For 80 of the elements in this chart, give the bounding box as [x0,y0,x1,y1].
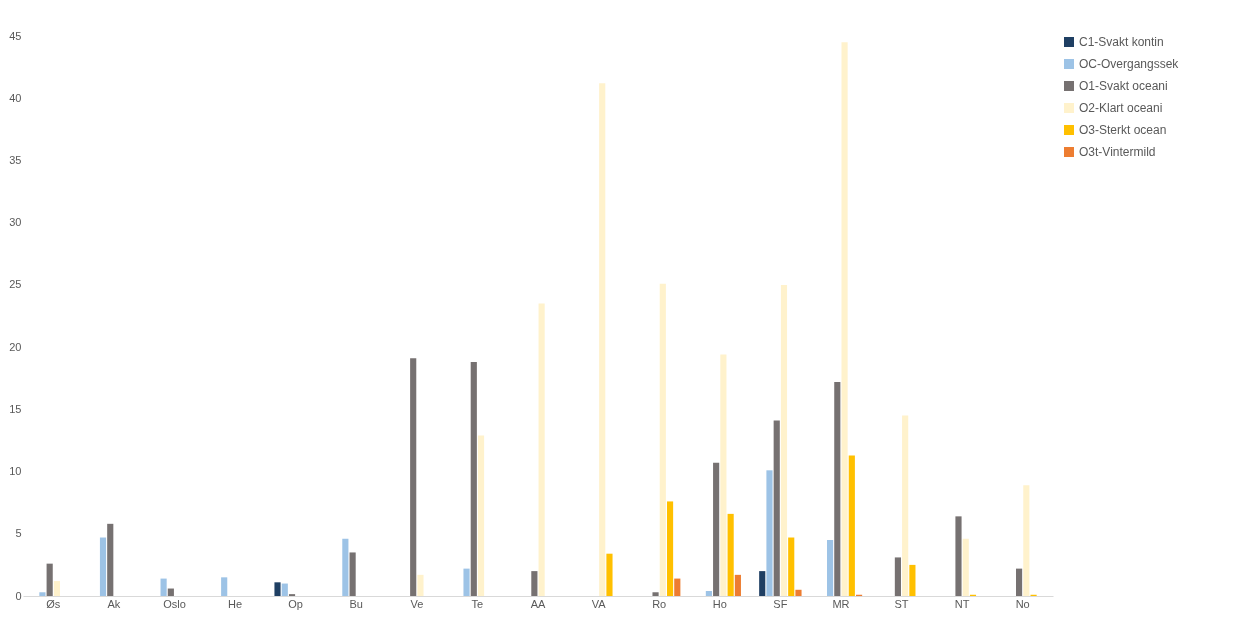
bar [342,538,349,596]
bar [666,501,674,596]
legend-label: O3-Sterkt ocean [1079,123,1167,137]
legend-label: O1-Svakt oceani [1079,79,1168,93]
x-tick-label: ST [894,597,909,610]
bar [410,358,417,596]
bar [848,455,855,596]
x-tick-label: Op [288,597,303,610]
bar [773,420,780,596]
bar [417,574,424,596]
bar [39,592,46,596]
x-tick-label: Ve [410,597,424,610]
y-tick-label: 25 [9,278,22,291]
x-tick-label: SF [773,597,788,610]
bar [99,537,107,596]
bar [795,589,802,596]
x-tick-label: Øs [46,597,61,610]
bar [221,577,228,596]
x-tick-label: He [228,597,243,610]
bar [826,540,834,596]
bar [281,583,288,596]
y-tick-label: 45 [9,29,22,42]
bar [705,591,712,596]
bar [713,462,720,596]
y-tick-label: 15 [9,402,22,415]
bar [531,571,538,596]
bar [274,582,281,596]
bar [167,588,174,596]
bar [674,578,681,596]
x-tick-label: Ro [652,597,667,610]
bar [894,557,901,596]
x-tick-label: Ho [712,597,727,610]
x-tick-label: NT [954,597,970,610]
legend-label: O2-Klart oceani [1079,101,1163,115]
x-tick-label: AA [530,597,546,610]
bar [780,284,788,596]
y-tick-label: 20 [9,340,22,353]
x-tick-label: Ak [107,597,121,610]
bar [720,354,727,596]
bar [734,574,741,596]
x-tick-label: Oslo [163,597,186,610]
y-tick-label: 5 [15,527,22,540]
bar [1023,485,1030,596]
y-tick-label: 10 [9,465,22,478]
x-tick-label: Bu [349,597,363,610]
y-tick-label: 30 [9,216,22,229]
bar [652,592,659,596]
bar [470,362,477,596]
legend-label: OC-Overgangssek [1079,57,1180,71]
legend-label: O3t-Vintermild [1079,145,1156,159]
bar [909,564,916,596]
bar [659,283,666,596]
bar [599,83,606,596]
bar [962,538,969,596]
bar [841,42,848,596]
bar [1016,568,1023,596]
bar [46,563,53,596]
x-tick-label: MR [832,597,850,610]
bar [902,415,909,596]
y-tick-label: 40 [9,91,22,104]
bar [788,537,795,596]
bar [727,513,734,596]
bar [463,568,470,596]
x-tick-label: VA [591,597,607,610]
bar [160,578,167,596]
bar [759,571,766,596]
bar [349,552,356,596]
bar [53,581,60,596]
bar [606,553,613,596]
bar [538,303,545,596]
bar [955,516,962,596]
x-tick-label: No [1015,597,1030,610]
y-tick-label: 0 [15,589,22,602]
legend-label: C1-Svakt kontin [1079,35,1164,49]
bar [477,435,485,596]
bar [766,470,773,596]
bar [834,381,841,596]
bar [107,523,114,596]
x-tick-label: Te [471,597,484,610]
y-tick-label: 35 [9,153,22,166]
